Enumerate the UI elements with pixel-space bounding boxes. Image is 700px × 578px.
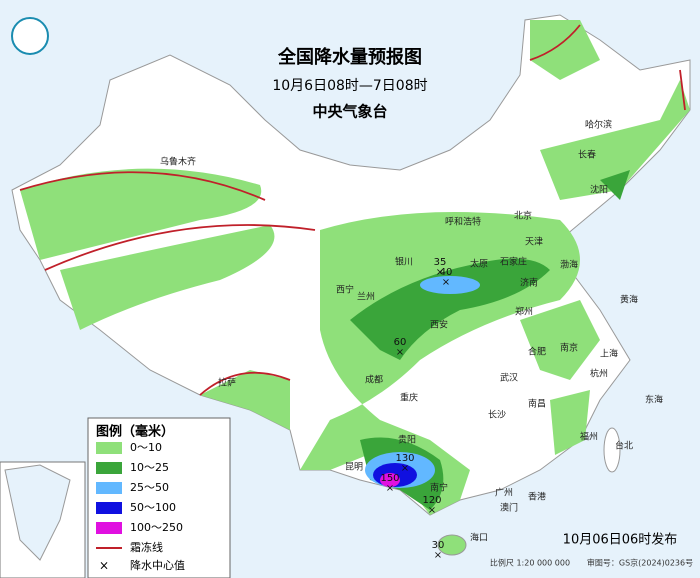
legend-label: 降水中心值 bbox=[130, 558, 185, 572]
frost-line bbox=[44, 224, 316, 271]
city-label: 重庆 bbox=[400, 392, 418, 404]
rain-center-marker: × bbox=[401, 463, 409, 474]
issuer: 中央气象台 bbox=[312, 103, 387, 121]
frost-line bbox=[529, 24, 581, 61]
city-label: 贵阳 bbox=[398, 434, 416, 446]
legend-label: 10～25 bbox=[130, 461, 169, 474]
city-label: 南昌 bbox=[528, 398, 546, 410]
city-label: 沈阳 bbox=[590, 184, 608, 196]
rain-center-value: 30 bbox=[432, 540, 445, 551]
city-label: 哈尔滨 bbox=[585, 119, 612, 131]
frost-lines bbox=[19, 24, 686, 396]
rain-center-value: 120 bbox=[422, 495, 441, 506]
legend-label: 25～50 bbox=[130, 481, 169, 494]
rain-10-25 bbox=[350, 258, 550, 360]
legend-label: 100～250 bbox=[130, 521, 183, 534]
legend-title: 图例（毫米） bbox=[96, 424, 174, 440]
rain-center-value: 150 bbox=[380, 473, 399, 484]
city-label: 海口 bbox=[470, 532, 488, 544]
rain-area bbox=[530, 20, 600, 80]
rain-center-marker: × bbox=[442, 277, 450, 288]
city-label: 合肥 bbox=[528, 346, 546, 358]
sea-label: 渤海 bbox=[560, 259, 578, 271]
inset-sea bbox=[4, 464, 71, 561]
rain-area bbox=[540, 80, 690, 200]
city-label: 兰州 bbox=[357, 291, 375, 303]
city-label: 昆明 bbox=[345, 462, 363, 473]
city-label: 成都 bbox=[365, 374, 383, 386]
map-title: 全国降水量预报图 bbox=[277, 46, 422, 68]
period: 10月6日08时—7日08时 bbox=[272, 78, 427, 94]
rain-center-value: 40 bbox=[440, 267, 453, 278]
city-label: 福州 bbox=[580, 431, 598, 443]
rain-25-50 bbox=[420, 276, 480, 294]
legend-swatch bbox=[96, 502, 122, 514]
frost-line bbox=[679, 69, 686, 111]
city-label: 上海 bbox=[600, 348, 618, 360]
city-label: 南宁 bbox=[430, 482, 448, 494]
city-label: 广州 bbox=[495, 487, 513, 499]
sea-label: 东海 bbox=[645, 394, 663, 406]
legend-swatch bbox=[96, 482, 122, 494]
logo bbox=[11, 17, 49, 55]
legend-label: 霜冻线 bbox=[130, 540, 163, 554]
legend-label: 50～100 bbox=[130, 501, 176, 514]
city-label: 北京 bbox=[514, 210, 532, 222]
scale: 比例尺 1:20 000 000 bbox=[490, 558, 570, 568]
city-label: 济南 bbox=[520, 277, 538, 289]
rain-area bbox=[60, 225, 275, 330]
city-label: 西安 bbox=[430, 319, 448, 331]
review-number: 审图号：GS京(2024)0236号 bbox=[587, 558, 693, 568]
rain-center-value: 35 bbox=[434, 257, 447, 268]
rain-area bbox=[200, 370, 290, 430]
rain-area bbox=[550, 390, 590, 455]
city-label: 拉萨 bbox=[218, 377, 236, 389]
rain-center-value: 130 bbox=[395, 453, 414, 464]
city-label: 武汉 bbox=[500, 372, 518, 384]
city-label: 西宁 bbox=[336, 284, 354, 296]
city-label: 杭州 bbox=[590, 368, 608, 380]
city-label: 乌鲁木齐 bbox=[160, 156, 196, 168]
city-label: 南京 bbox=[560, 342, 578, 354]
rain-100-250 bbox=[380, 473, 400, 487]
frost-line bbox=[199, 371, 291, 396]
legend: 图例（毫米） 0～10 10～25 25～50 50～100 100～250 霜冻线 × 降水… bbox=[87, 417, 231, 578]
rain-center-marker: × bbox=[386, 483, 394, 494]
rain-center-marker: × bbox=[396, 347, 404, 358]
city-label: 石家庄 bbox=[500, 256, 527, 268]
city-label: 长春 bbox=[578, 149, 596, 161]
city-label: 银川 bbox=[395, 256, 413, 268]
city-label: 天津 bbox=[525, 237, 543, 248]
hainan bbox=[437, 534, 467, 556]
rain-center-marker: × bbox=[436, 267, 444, 278]
issued-time: 10月06日06时发布 bbox=[563, 532, 678, 548]
city-label: 长沙 bbox=[488, 409, 506, 421]
legend-swatch bbox=[96, 462, 122, 474]
rain-center-marker: × bbox=[428, 505, 436, 516]
frost-line bbox=[19, 171, 266, 201]
sea-label: 黄海 bbox=[620, 294, 638, 306]
rain-center-value: 60 bbox=[394, 337, 407, 348]
city-label: 澳门 bbox=[500, 502, 518, 514]
city-label: 呼和浩特 bbox=[445, 216, 481, 228]
legend-swatch bbox=[96, 442, 122, 454]
city-label: 太原 bbox=[470, 258, 488, 270]
rain-10-25 bbox=[600, 170, 630, 200]
rain-center-marker: × bbox=[434, 550, 442, 561]
rain-area bbox=[520, 300, 600, 380]
city-label: 香港 bbox=[528, 491, 546, 503]
city-label: 郑州 bbox=[515, 306, 533, 318]
legend-label: 0～10 bbox=[130, 441, 162, 454]
taiwan bbox=[603, 427, 621, 473]
legend-center-symbol: × bbox=[99, 559, 109, 573]
city-label: 台北 bbox=[615, 440, 633, 452]
legend-swatch bbox=[96, 522, 122, 534]
rain-area bbox=[20, 168, 262, 260]
